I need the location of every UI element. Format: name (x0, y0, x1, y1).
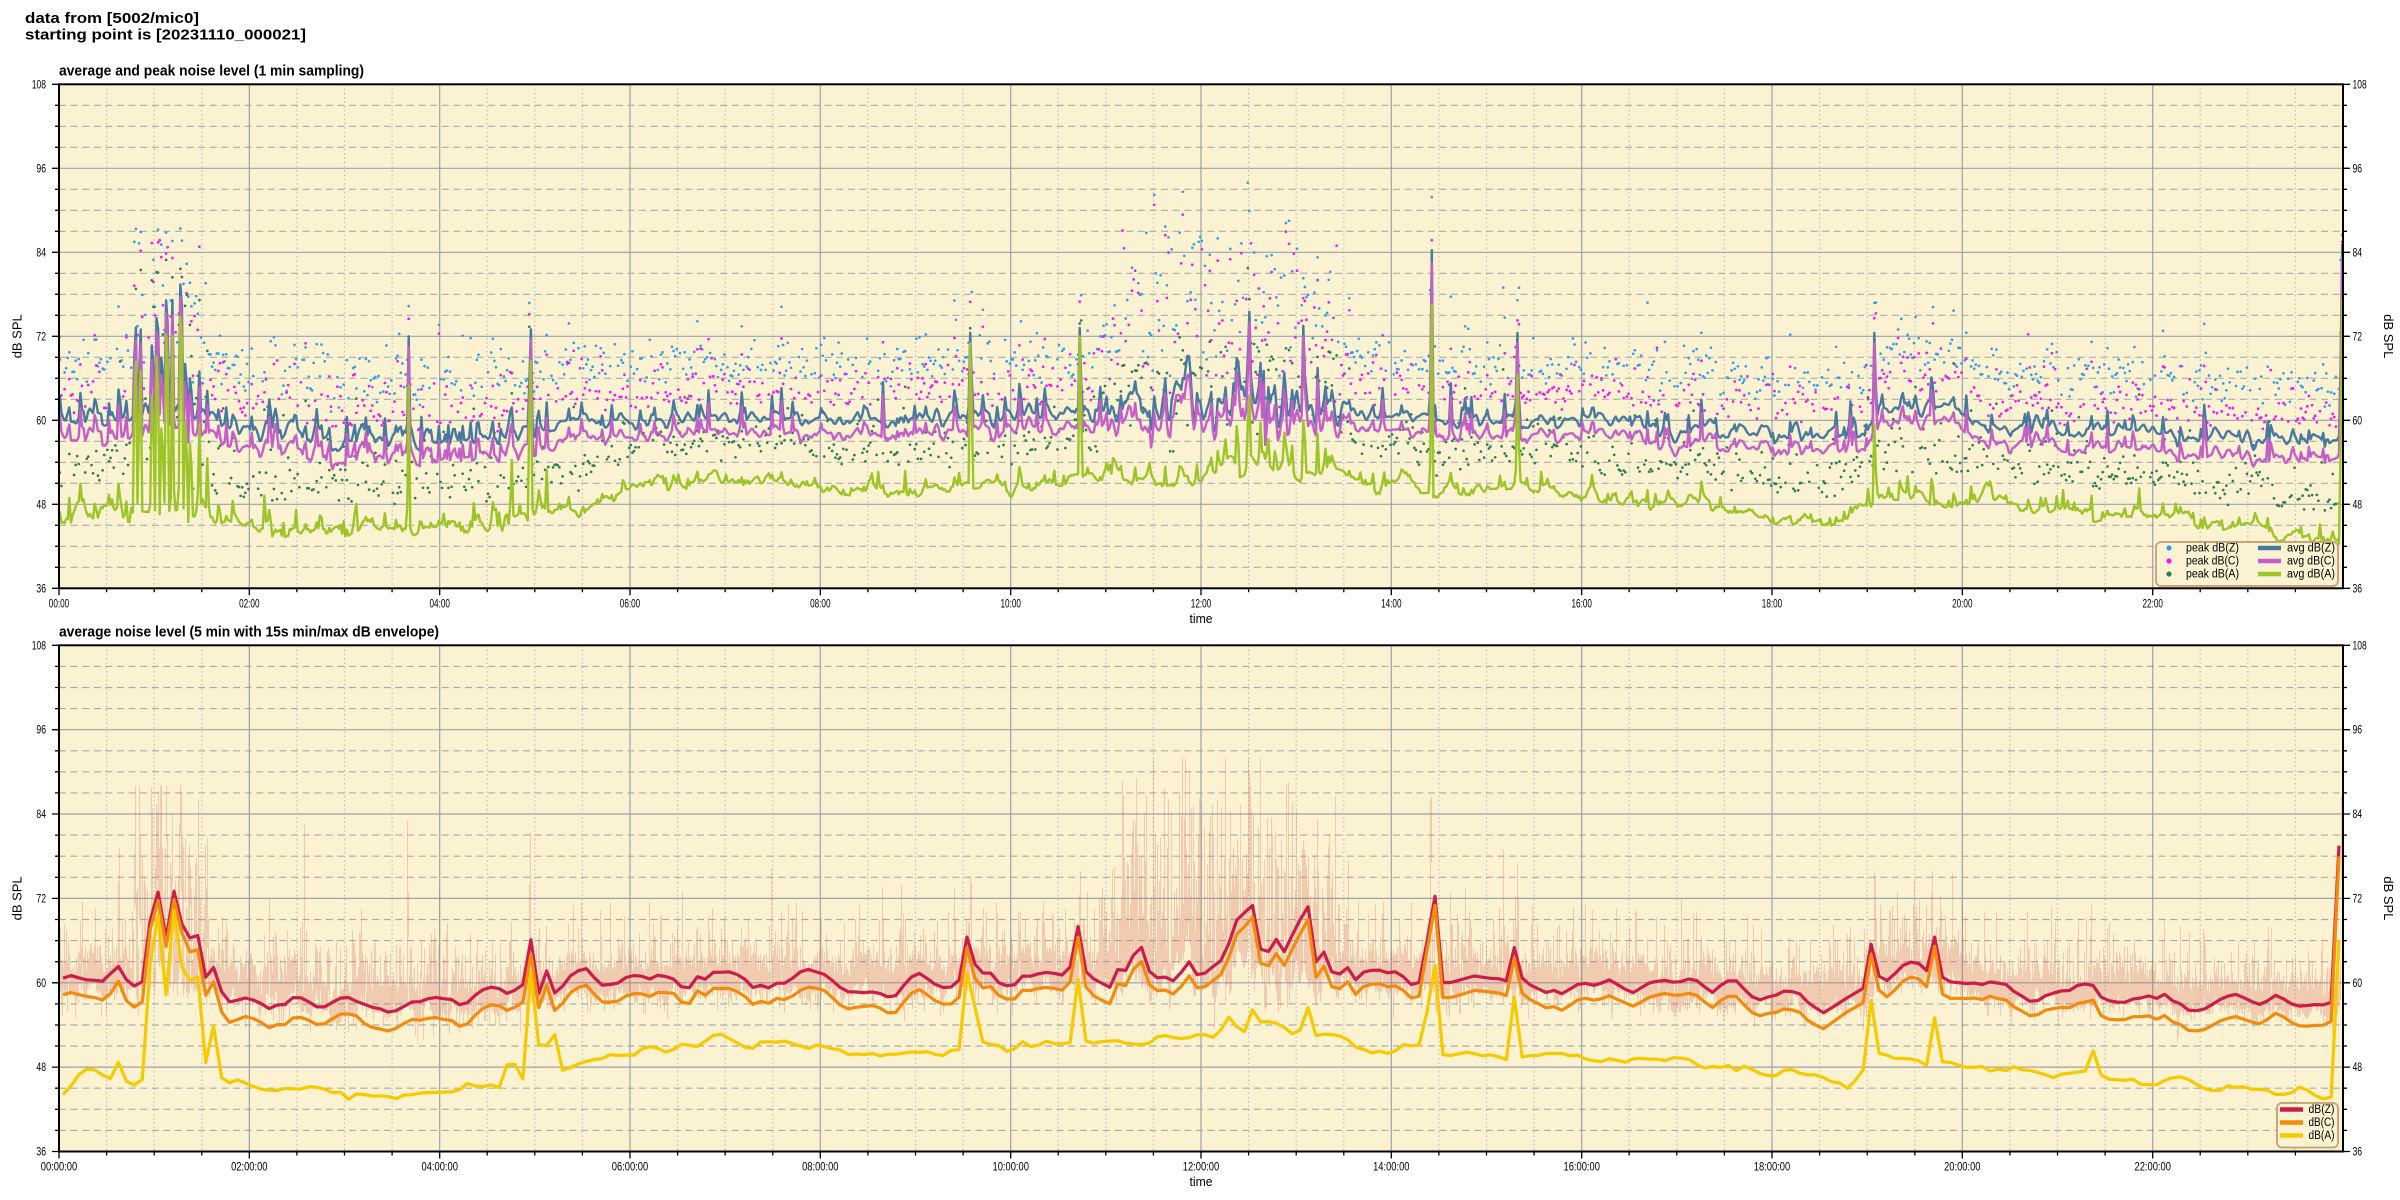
svg-text:18:00: 18:00 (1762, 598, 1782, 610)
svg-text:dB SPL: dB SPL (2381, 314, 2396, 358)
svg-text:20:00: 20:00 (1952, 598, 1972, 610)
svg-text:starting point is [20231110_00: starting point is [20231110_000021] (25, 28, 306, 44)
svg-text:36: 36 (2353, 583, 2363, 595)
svg-text:peak dB(C): peak dB(C) (2186, 556, 2239, 568)
svg-text:time: time (1190, 612, 1213, 626)
svg-text:10:00: 10:00 (1001, 598, 1021, 610)
svg-text:20:00:00: 20:00:00 (1944, 1162, 1980, 1174)
svg-text:00:00:00: 00:00:00 (41, 1162, 77, 1174)
svg-text:avg dB(Z): avg dB(Z) (2287, 543, 2335, 555)
svg-text:dB SPL: dB SPL (2381, 876, 2396, 920)
svg-text:96: 96 (36, 725, 46, 737)
svg-text:48: 48 (36, 1062, 46, 1074)
svg-text:72: 72 (36, 331, 46, 343)
svg-text:22:00:00: 22:00:00 (2135, 1162, 2171, 1174)
svg-text:72: 72 (36, 893, 46, 905)
svg-text:84: 84 (36, 247, 46, 259)
svg-text:84: 84 (2353, 809, 2363, 821)
svg-text:84: 84 (36, 809, 46, 821)
svg-text:02:00: 02:00 (239, 598, 259, 610)
svg-text:72: 72 (2353, 331, 2363, 343)
svg-text:22:00: 22:00 (2143, 598, 2163, 610)
svg-text:12:00: 12:00 (1191, 598, 1211, 610)
svg-text:72: 72 (2353, 893, 2363, 905)
svg-text:108: 108 (2353, 640, 2367, 652)
svg-text:avg dB(C): avg dB(C) (2287, 556, 2335, 568)
svg-text:36: 36 (2353, 1147, 2363, 1159)
svg-text:avg dB(A): avg dB(A) (2287, 569, 2335, 581)
svg-text:04:00:00: 04:00:00 (422, 1162, 458, 1174)
svg-text:06:00:00: 06:00:00 (612, 1162, 648, 1174)
svg-text:108: 108 (32, 640, 46, 652)
svg-text:60: 60 (2353, 415, 2363, 427)
svg-text:14:00:00: 14:00:00 (1373, 1162, 1409, 1174)
svg-text:time: time (1190, 1175, 1213, 1189)
svg-text:60: 60 (36, 978, 46, 990)
svg-text:60: 60 (2353, 978, 2363, 990)
svg-text:60: 60 (36, 415, 46, 427)
svg-text:48: 48 (36, 499, 46, 511)
svg-text:10:00:00: 10:00:00 (993, 1162, 1029, 1174)
svg-text:peak dB(Z): peak dB(Z) (2186, 543, 2239, 555)
svg-text:48: 48 (2353, 1062, 2363, 1074)
svg-text:36: 36 (36, 1147, 46, 1159)
svg-text:14:00: 14:00 (1381, 598, 1401, 610)
svg-text:08:00:00: 08:00:00 (802, 1162, 838, 1174)
svg-text:data from [5002/mic0]: data from [5002/mic0] (25, 11, 199, 27)
svg-text:16:00: 16:00 (1572, 598, 1592, 610)
svg-text:84: 84 (2353, 247, 2363, 259)
svg-text:96: 96 (36, 163, 46, 175)
svg-text:108: 108 (2353, 79, 2367, 91)
svg-text:96: 96 (2353, 163, 2363, 175)
svg-text:dB SPL: dB SPL (10, 314, 25, 358)
svg-text:average noise level (5 min wit: average noise level (5 min with 15s min/… (59, 625, 439, 641)
svg-text:04:00: 04:00 (430, 598, 450, 610)
svg-text:average and peak noise level (: average and peak noise level (1 min samp… (59, 64, 364, 80)
svg-text:18:00:00: 18:00:00 (1754, 1162, 1790, 1174)
svg-text:dB SPL: dB SPL (10, 876, 25, 920)
svg-text:dB(C): dB(C) (2309, 1117, 2335, 1129)
svg-text:48: 48 (2353, 499, 2363, 511)
svg-text:108: 108 (32, 79, 46, 91)
svg-text:12:00:00: 12:00:00 (1183, 1162, 1219, 1174)
svg-text:16:00:00: 16:00:00 (1564, 1162, 1600, 1174)
svg-text:dB(A): dB(A) (2309, 1130, 2335, 1142)
svg-text:06:00: 06:00 (620, 598, 640, 610)
svg-text:96: 96 (2353, 725, 2363, 737)
svg-text:36: 36 (36, 583, 46, 595)
svg-text:08:00: 08:00 (810, 598, 830, 610)
svg-text:02:00:00: 02:00:00 (231, 1162, 267, 1174)
svg-text:peak dB(A): peak dB(A) (2186, 569, 2239, 581)
svg-text:dB(Z): dB(Z) (2309, 1104, 2335, 1116)
svg-text:00:00: 00:00 (49, 598, 69, 610)
